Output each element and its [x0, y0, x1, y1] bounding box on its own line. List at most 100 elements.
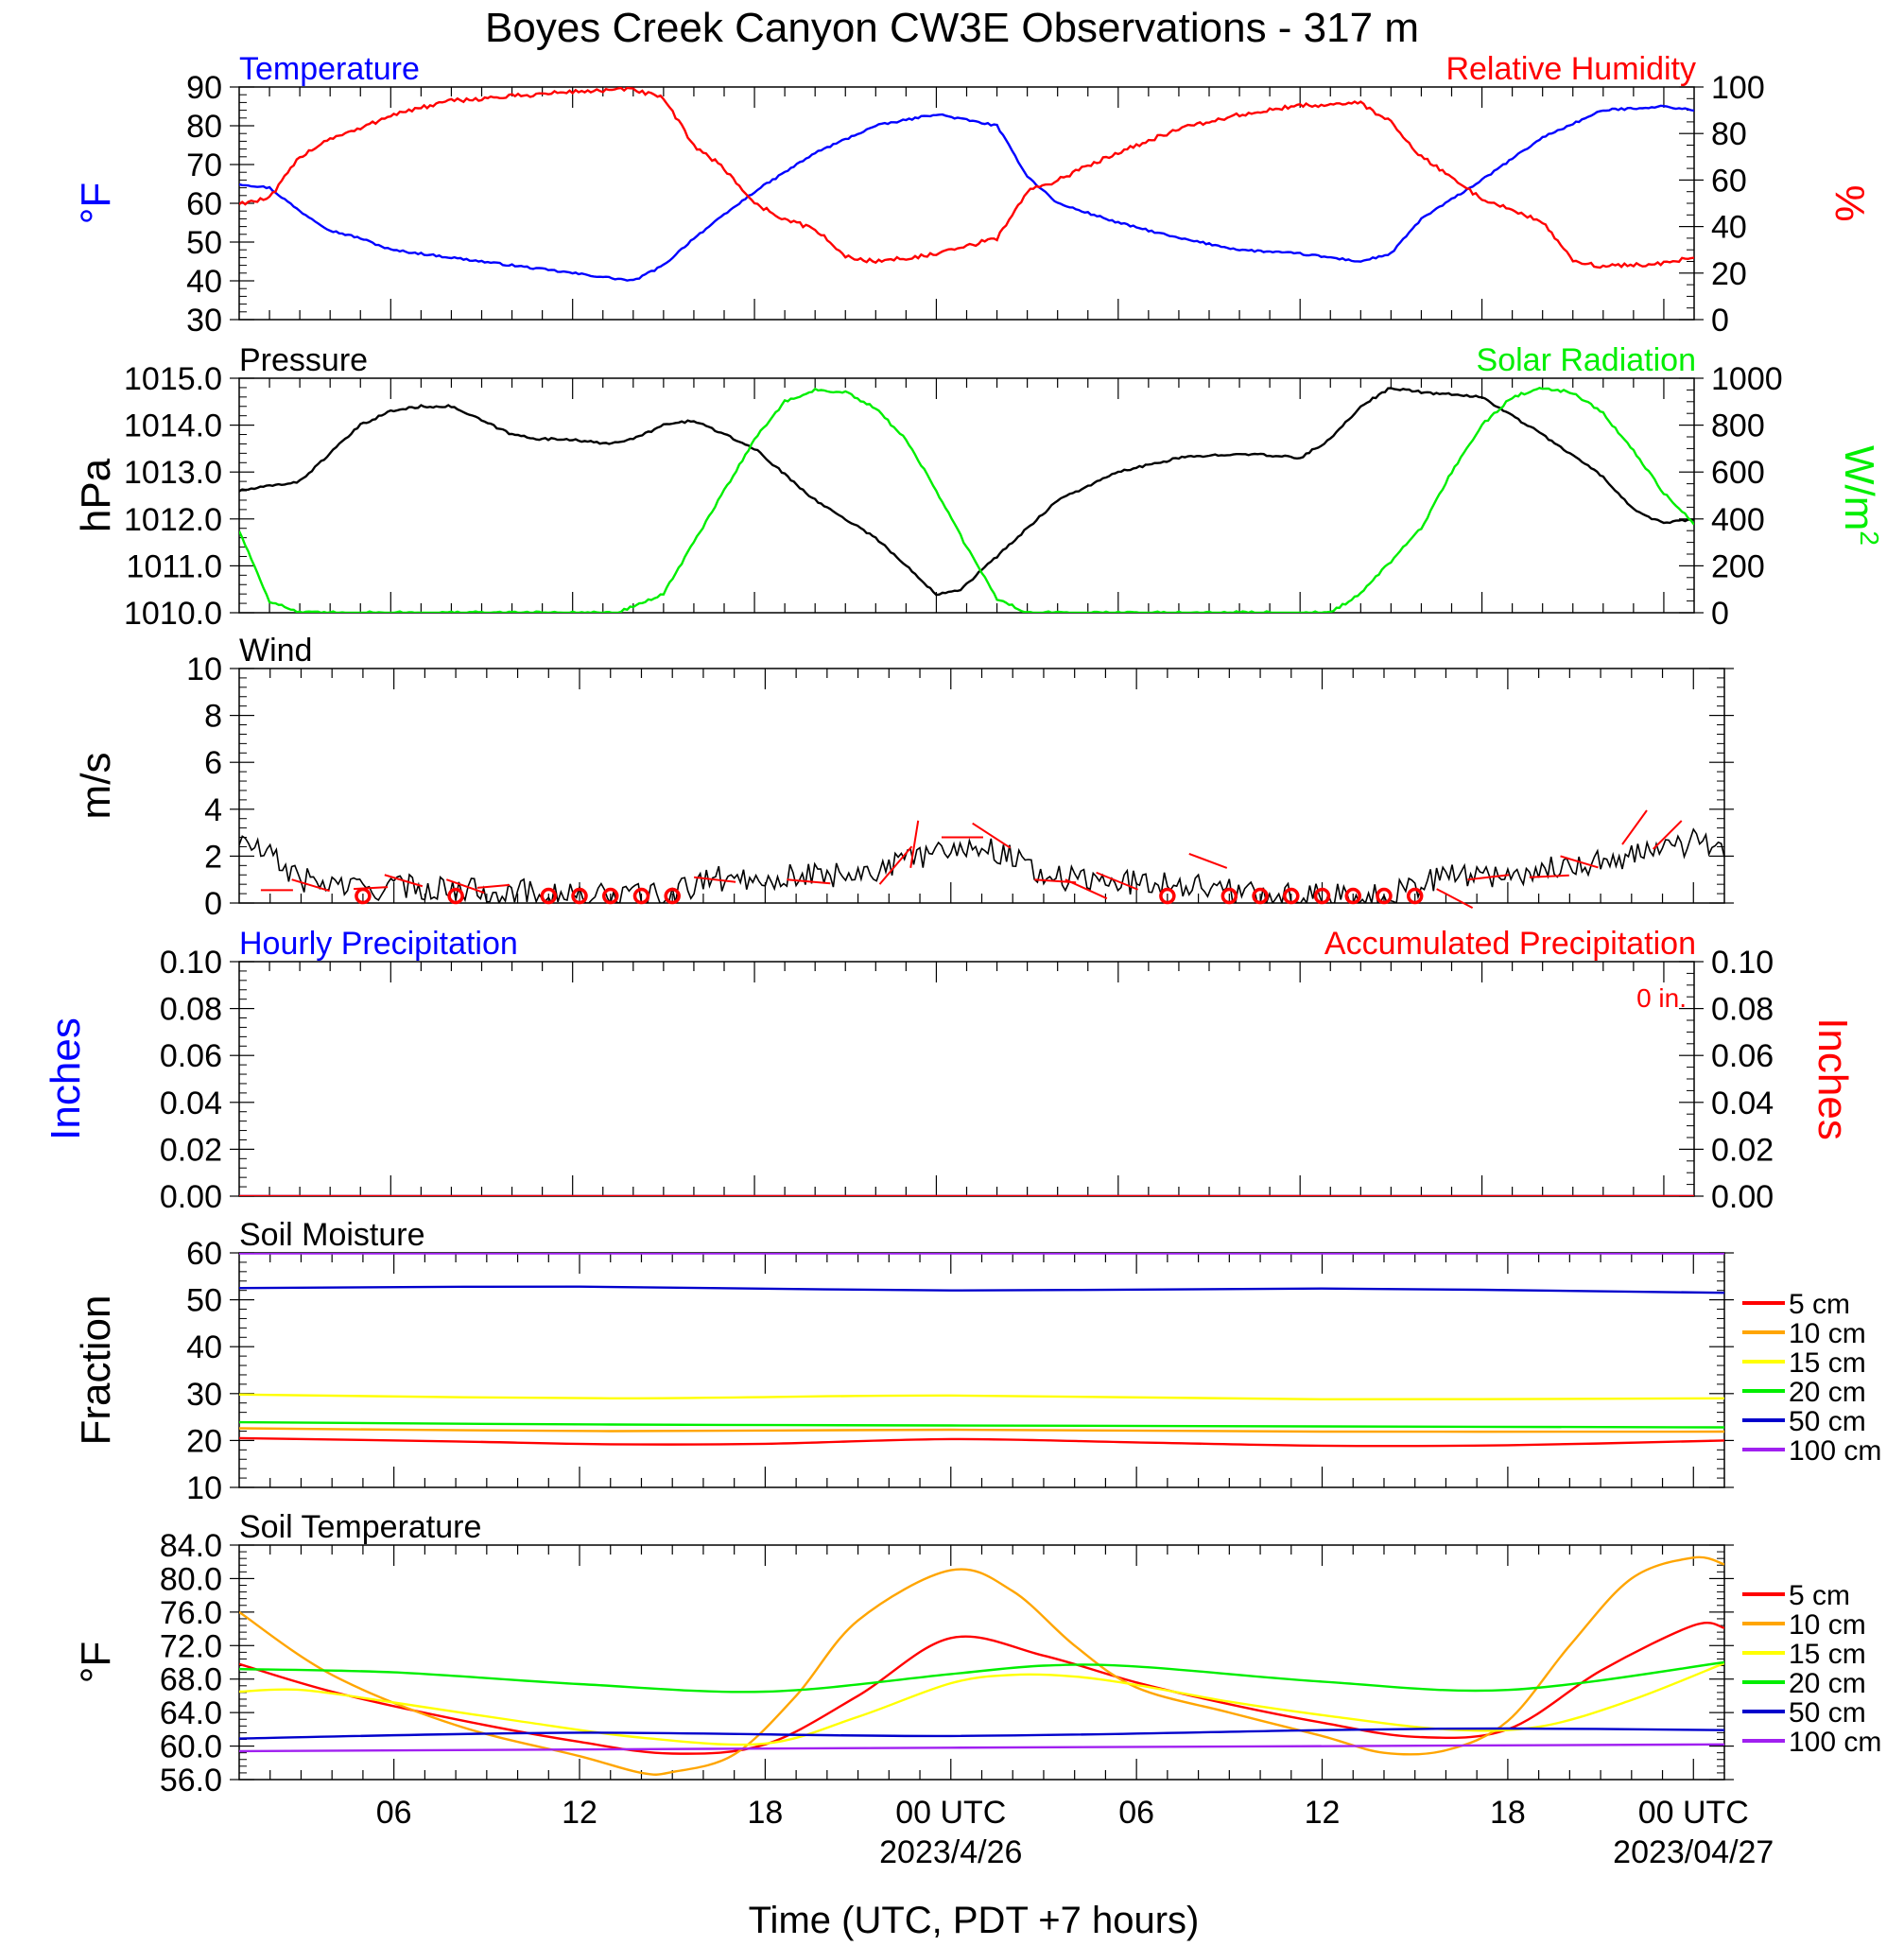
y-tick-label-left: 20 — [186, 1423, 222, 1459]
y-tick-label-right: 80 — [1711, 116, 1747, 152]
y-tick-label-left: 0.10 — [160, 945, 222, 981]
legend-label: 20 cm — [1789, 1377, 1866, 1408]
series-line-soil_moisture-4 — [239, 1285, 1724, 1294]
panel-title-left: Hourly Precipitation — [239, 926, 518, 962]
panel-soil_moisture: 10 20 30 40 50 60 Soil Moisture Fraction 5 cm10 … — [73, 1217, 1881, 1506]
y-tick-label-right: 1000 — [1711, 361, 1783, 397]
legend-label: 100 cm — [1789, 1727, 1881, 1758]
x-axis-label: Time (UTC, PDT +7 hours) — [749, 1900, 1200, 1941]
y-tick-label-right: 20 — [1711, 256, 1747, 292]
y-tick-label-right: 400 — [1711, 502, 1765, 538]
y-tick-label-right: 0.02 — [1711, 1132, 1774, 1168]
y-axis-label-left: °F — [73, 182, 119, 224]
y-tick-label-left: 76.0 — [160, 1595, 222, 1631]
y-tick-label-right: 0.10 — [1711, 945, 1774, 981]
y-tick-label-right: 0.04 — [1711, 1086, 1774, 1121]
y-tick-label-right: 200 — [1711, 548, 1765, 584]
calm-wind-marker — [664, 887, 681, 905]
y-tick-label-left: 60 — [186, 1236, 222, 1272]
legend-label: 50 cm — [1789, 1697, 1866, 1729]
calm-wind-marker — [571, 887, 588, 905]
x-tick-label: 00 UTC — [1638, 1795, 1749, 1831]
wind-barb — [445, 878, 485, 895]
x-tick-label: 06 — [1118, 1795, 1154, 1831]
series-line-soil_moisture-2 — [239, 1393, 1724, 1401]
y-tick-label-left: 1010.0 — [124, 596, 222, 632]
legend-label: 50 cm — [1789, 1406, 1866, 1437]
wind-barb — [1096, 871, 1138, 891]
y-tick-label-right: 0.08 — [1711, 992, 1774, 1028]
y-tick-label-left: 30 — [186, 303, 222, 339]
panel-title-left: Soil Temperature — [239, 1509, 481, 1545]
y-tick-label-right: 40 — [1711, 210, 1747, 246]
calm-wind-marker — [1220, 887, 1238, 905]
x-tick-label: 18 — [747, 1795, 783, 1831]
plot-frame — [238, 86, 1695, 321]
wind-barb — [1653, 820, 1683, 850]
y-tick-label-left: 90 — [186, 70, 222, 106]
x-tick-label: 12 — [562, 1795, 597, 1831]
plot-frame — [238, 961, 1695, 1197]
y-tick-label-left: 1014.0 — [124, 408, 222, 444]
y-axis-label-left: °F — [73, 1642, 119, 1683]
panel-title-left: Temperature — [239, 51, 420, 87]
y-tick-label-left: 10 — [186, 652, 222, 687]
series-line-pressure_solar-1 — [239, 387, 1694, 613]
wind-barb — [1188, 852, 1228, 869]
wind-barb — [291, 878, 330, 893]
legend-label: 20 cm — [1789, 1668, 1866, 1699]
legend-label: 10 cm — [1789, 1609, 1866, 1641]
y-axis-label-right: % — [1826, 184, 1873, 221]
legend-label: 15 cm — [1789, 1347, 1866, 1379]
y-tick-label-left: 0.02 — [160, 1132, 222, 1168]
y-tick-label-left: 6 — [204, 745, 222, 781]
y-tick-label-left: 1015.0 — [124, 361, 222, 397]
series-line-temp_rh-1 — [239, 87, 1694, 269]
panel-precip: 0.00 0.02 0.04 0.06 0.08 0.10 0.00 0.02 0.04 0.06… — [43, 926, 1856, 1215]
plot-frame — [238, 1252, 1725, 1488]
series-line-wind-0 — [239, 827, 1724, 903]
calm-wind-marker — [1344, 887, 1361, 905]
series-line-soil_moisture-3 — [239, 1420, 1724, 1429]
y-tick-label-right: 0.00 — [1711, 1179, 1774, 1215]
precip-total-annotation: 0 in. — [1636, 983, 1687, 1013]
panel-wind: 0 2 4 6 8 10 Wind m/s — [73, 633, 1734, 922]
y-tick-label-left: 80.0 — [160, 1561, 222, 1597]
y-tick-label-left: 40 — [186, 264, 222, 300]
y-tick-label-right: 600 — [1711, 455, 1765, 491]
series-line-soil_temperature-4 — [239, 1727, 1724, 1740]
series-line-soil_temperature-1 — [239, 1555, 1724, 1776]
y-tick-label-left: 0.08 — [160, 992, 222, 1028]
wind-barb — [694, 876, 736, 883]
y-tick-label-left: 80 — [186, 109, 222, 145]
wind-barb — [1560, 855, 1599, 869]
y-axis-label-left: Fraction — [73, 1295, 119, 1446]
x-tick-label: 00 UTC — [895, 1795, 1006, 1831]
series-line-soil_temperature-0 — [239, 1621, 1724, 1755]
legend-label: 5 cm — [1789, 1289, 1850, 1320]
legend-label: 100 cm — [1789, 1435, 1881, 1467]
legend-label: 10 cm — [1789, 1318, 1866, 1349]
wind-barb — [878, 845, 913, 885]
y-tick-label-left: 0.06 — [160, 1038, 222, 1074]
series-line-temp_rh-0 — [239, 104, 1694, 282]
series-line-soil_moisture-1 — [239, 1427, 1724, 1433]
panel-title-left: Wind — [239, 633, 312, 669]
calm-wind-marker — [602, 887, 619, 905]
y-tick-label-left: 0 — [204, 886, 222, 922]
y-axis-label-left: Inches — [43, 1017, 89, 1140]
y-tick-label-right: 60 — [1711, 163, 1747, 199]
x-tick-label: 18 — [1490, 1795, 1526, 1831]
wind-barb — [354, 886, 389, 891]
wind-barb — [476, 883, 511, 889]
wind-barb — [384, 874, 424, 888]
calm-wind-marker — [1376, 887, 1393, 905]
y-tick-label-right: 0.06 — [1711, 1038, 1774, 1074]
y-axis-label-left: hPa — [73, 458, 119, 532]
plot-frame — [238, 668, 1725, 904]
calm-wind-marker — [1252, 887, 1269, 905]
y-tick-label-left: 64.0 — [160, 1695, 222, 1731]
